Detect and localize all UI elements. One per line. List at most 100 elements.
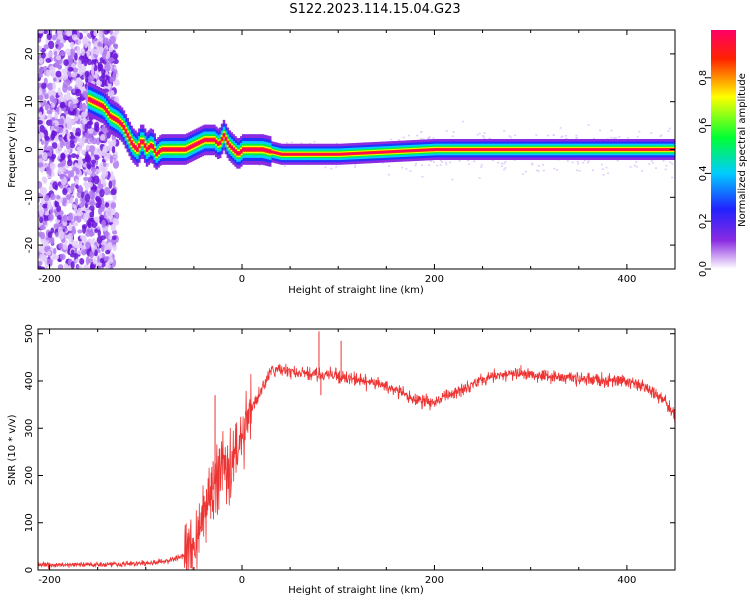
spectral-speck [542,164,545,166]
noise-speck [53,51,58,56]
ridge-cell [338,153,341,156]
noise-speck [44,246,50,253]
noise-speck [38,265,42,269]
noise-speck [100,235,106,241]
spectral-speck [535,134,538,136]
spectral-speck [258,164,261,167]
snr-series-line [38,363,675,570]
noise-speck [58,118,65,125]
noise-speck [59,51,66,57]
ridge-cell [320,153,324,156]
ridge-cell [526,148,530,151]
spectral-speck [415,162,418,165]
ridge-cell [432,148,436,151]
ridge-cell [361,152,364,154]
ridge-cell [263,148,266,152]
ridge-cell [357,152,360,155]
noise-speck [108,180,113,189]
ridge-cell [555,148,559,151]
noise-speck [103,166,108,172]
noise-speck [41,82,47,89]
spectral-speck [467,163,470,166]
ridge-cell [399,150,403,153]
ridge-cell [91,99,95,103]
x-ticks: -200 0 200 400 [38,30,636,285]
ridge-cell [630,148,634,151]
noise-speck [58,42,64,48]
noise-speck [46,110,51,115]
ridge-cell [282,153,285,156]
ridge-cell [330,153,334,156]
ridge-cell [590,148,593,151]
noise-speck [110,223,117,231]
ridge-cell [218,141,222,144]
spectral-speck [497,161,500,164]
noise-speck [104,202,110,208]
spectral-speck [508,135,511,137]
ridge-cell [511,148,514,151]
spectral-speck [650,132,653,134]
noise-speck [97,229,101,238]
noise-speck [81,102,87,112]
spectral-speck [478,177,481,179]
ridge-cell [199,140,203,143]
ridge-cell [247,148,251,151]
spectral-speck [480,164,483,166]
spectral-speck [421,175,424,178]
ridge-cell [634,148,638,151]
ridge-cell [326,153,330,156]
y-tick-label: 0 [24,567,35,573]
noise-speck [98,36,104,43]
ridge-cell [609,148,613,151]
ridge-cell [605,148,609,151]
spectral-speck [504,161,507,163]
ridge-cell [621,148,624,151]
noise-speck [97,183,104,190]
ridge-cell [524,148,528,151]
spectral-speck [397,139,400,141]
noise-speck [70,153,77,159]
spectral-speck [615,137,618,139]
noise-speck [40,231,46,240]
spectral-speck [576,160,579,163]
noise-speck [46,250,52,256]
noise-speck [45,69,51,78]
spectral-speck [610,136,613,139]
ridge-cell [401,150,405,152]
ridge-cell [118,121,122,125]
y-tick-label: -10 [24,189,35,205]
ridge-cell [130,141,133,145]
ridge-cell [665,148,668,151]
noise-speck [109,76,114,83]
x-axis-label: Height of straight line (km) [288,585,424,596]
noise-speck [84,156,91,162]
ridge-cell [397,150,401,153]
spectral-speck [427,137,430,140]
noise-speck [91,58,97,63]
noise-speck [91,68,95,76]
ridge-cell [465,148,468,151]
noise-speck [56,214,62,221]
ridge-cell [343,153,347,155]
spectral-speck [482,135,485,138]
ridge-cell [509,148,513,151]
ridge-cell [372,151,376,154]
noise-speck [113,43,119,50]
ridge-cell [626,148,630,151]
ridge-cell [201,139,205,143]
noise-speck [58,242,64,250]
spectral-speck [640,170,643,172]
ridge-cell [293,153,297,156]
noise-speck [79,265,83,269]
ridge-cell [382,151,386,153]
ridge-cell [318,153,322,156]
noise-speck [38,119,43,125]
ridge-cell [651,148,655,151]
noise-speck [101,173,106,181]
noise-speck [49,162,56,171]
noise-speck [45,58,52,63]
spectral-speck [422,138,425,141]
noise-speck [50,239,54,246]
noise-speck [90,166,96,173]
ridge-cell [103,106,106,110]
